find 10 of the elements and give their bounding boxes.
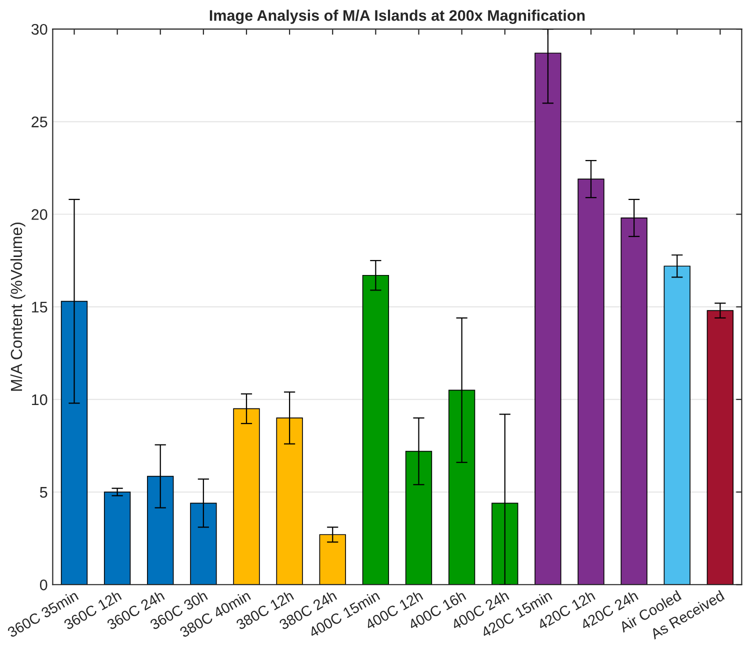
y-tick-label: 30	[31, 24, 48, 35]
y-tick-label: 25	[32, 116, 48, 128]
y-tick-label: 20	[32, 209, 48, 220]
y-tick-label: 15	[32, 302, 48, 313]
chart-title: Image Analysis of M/A Islands at 200x Magnification	[210, 10, 585, 24]
y-axis-title: M/A Content (%Volume)	[10, 222, 26, 391]
bar	[104, 492, 131, 585]
y-tick-label: 10	[32, 394, 48, 406]
y-tick-label: 0	[40, 580, 48, 590]
y-tick-label: 5	[40, 487, 48, 498]
